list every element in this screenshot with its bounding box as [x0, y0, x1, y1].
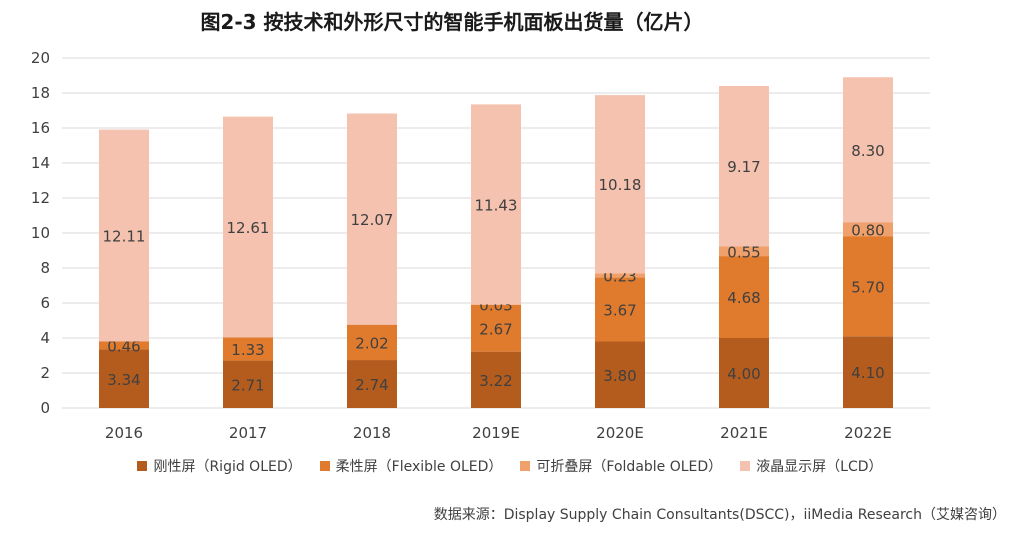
bar-segment	[471, 304, 521, 305]
data-label: 3.34	[107, 371, 140, 389]
legend-swatch-lcd	[740, 461, 751, 471]
data-label: 8.30	[851, 142, 884, 160]
y-tick-label: 10	[31, 224, 50, 242]
bar-segment	[719, 256, 769, 338]
data-label: 3.67	[603, 301, 636, 319]
data-label: 1.33	[231, 341, 264, 359]
data-label: 4.10	[851, 364, 884, 382]
bar-segment	[595, 95, 645, 274]
data-label: 2.71	[231, 376, 264, 394]
bar-segment	[99, 129, 149, 342]
legend-swatch-foldable	[520, 461, 531, 471]
legend-swatch-flexible	[319, 461, 330, 471]
bar-segment	[223, 337, 273, 361]
x-tick-label: 2019E	[472, 424, 520, 442]
y-tick-label: 16	[31, 119, 50, 137]
bar-segment	[99, 349, 149, 408]
bar-segment	[595, 277, 645, 342]
legend-label-flexible: 柔性屏（Flexible OLED）	[335, 459, 503, 475]
data-label: 3.80	[603, 367, 636, 385]
data-label: 12.61	[227, 219, 270, 237]
data-label: 12.11	[103, 228, 146, 246]
legend-label-lcd: 液晶显示屏（LCD）	[756, 459, 883, 475]
bar-segment	[719, 86, 769, 247]
bar-segment	[471, 351, 521, 408]
x-tick-label: 2018	[353, 424, 391, 442]
data-label: 9.17	[727, 158, 760, 176]
y-tick-label: 6	[40, 294, 50, 312]
legend-item-rigid: 刚性屏（Rigid OLED）	[137, 456, 302, 476]
data-label: 2.67	[479, 320, 512, 338]
y-tick-label: 12	[31, 189, 50, 207]
bar-segment	[347, 360, 397, 408]
data-label: 2.02	[355, 334, 388, 352]
data-label: 0.80	[851, 222, 884, 240]
bar-segment	[223, 116, 273, 338]
chart-legend: 刚性屏（Rigid OLED） 柔性屏（Flexible OLED） 可折叠屏（…	[70, 456, 950, 476]
y-tick-label: 0	[40, 399, 50, 417]
bar-segment	[843, 236, 893, 337]
data-label: 5.70	[851, 278, 884, 296]
legend-label-foldable: 可折叠屏（Foldable OLED）	[536, 459, 723, 475]
bar-segment	[471, 104, 521, 305]
legend-item-lcd: 液晶显示屏（LCD）	[740, 456, 883, 476]
legend-swatch-rigid	[137, 461, 148, 471]
data-label: 2.74	[355, 376, 388, 394]
data-label: 11.43	[475, 196, 518, 214]
chart-title: 图2-3 按技术和外形尺寸的智能手机面板出货量（亿片）	[200, 10, 704, 34]
y-tick-label: 14	[31, 154, 50, 172]
bar-segment	[719, 338, 769, 408]
x-tick-label: 2020E	[596, 424, 644, 442]
data-label: 0.55	[727, 243, 760, 261]
bar-segment	[347, 324, 397, 361]
legend-item-foldable: 可折叠屏（Foldable OLED）	[520, 456, 722, 476]
y-tick-label: 8	[40, 259, 50, 277]
legend-label-rigid: 刚性屏（Rigid OLED）	[153, 459, 302, 475]
bar-segment	[99, 341, 149, 350]
y-tick-label: 4	[40, 329, 50, 347]
bar-segment	[595, 273, 645, 278]
bar-segment	[471, 304, 521, 352]
bar-segment	[719, 246, 769, 257]
bar-segment	[843, 77, 893, 223]
x-tick-label: 2022E	[844, 424, 892, 442]
x-tick-label: 2017	[229, 424, 267, 442]
y-tick-label: 20	[31, 49, 50, 67]
data-label: 12.07	[351, 211, 394, 229]
bar-segment	[595, 341, 645, 408]
data-label: 4.68	[727, 289, 760, 307]
data-label: 4.00	[727, 365, 760, 383]
bar-segment	[347, 113, 397, 325]
y-tick-label: 18	[31, 84, 50, 102]
data-label: 0.46	[107, 338, 140, 356]
data-label: 10.18	[599, 176, 642, 194]
data-label: 3.22	[479, 372, 512, 390]
legend-item-flexible: 柔性屏（Flexible OLED）	[319, 456, 503, 476]
bar-segment	[223, 360, 273, 408]
x-tick-label: 2016	[105, 424, 143, 442]
x-tick-label: 2021E	[720, 424, 768, 442]
bar-segment	[843, 222, 893, 237]
bar-segment	[843, 336, 893, 408]
source-note: 数据来源：Display Supply Chain Consultants(DS…	[433, 507, 1006, 523]
y-tick-label: 2	[40, 364, 50, 382]
